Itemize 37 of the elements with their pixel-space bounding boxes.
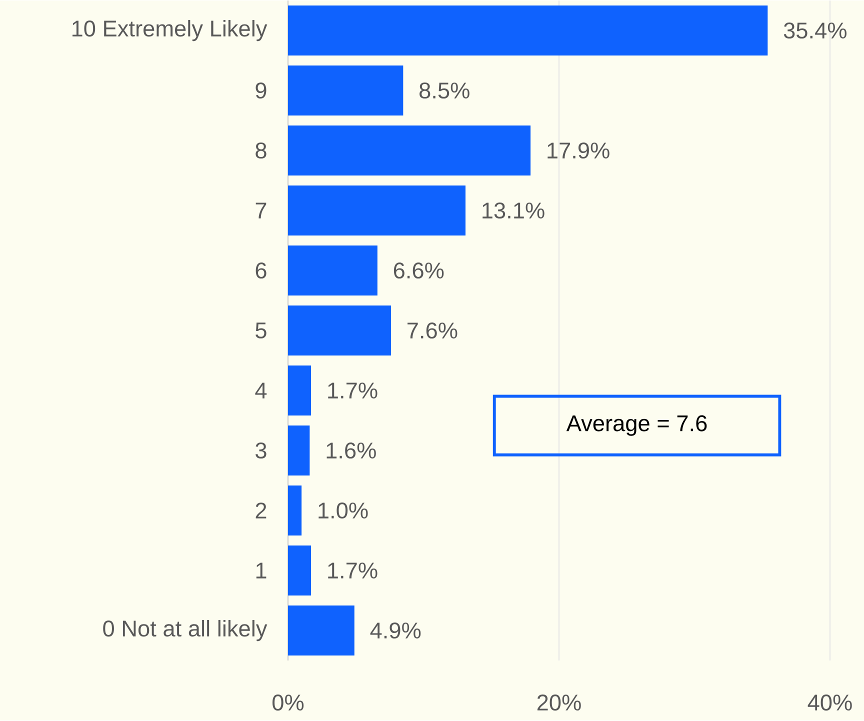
- bar: [288, 606, 354, 656]
- y-tick-label: 5: [256, 322, 266, 339]
- y-tick-label: 9: [256, 82, 266, 99]
- bar: [288, 306, 391, 356]
- data-label: 1.7%: [328, 382, 378, 399]
- y-tick-label: 0 Not at all likely: [103, 620, 268, 642]
- bar: [288, 246, 378, 296]
- y-tick-label: 7: [256, 202, 266, 219]
- data-label: 13.1%: [482, 202, 544, 219]
- data-label: 4.9%: [370, 622, 421, 639]
- data-label: 17.9%: [548, 142, 610, 159]
- y-tick-label: 1: [256, 562, 266, 579]
- y-tick-label: 4: [255, 382, 267, 399]
- bar: [288, 186, 466, 236]
- y-tick-label: 6: [256, 262, 266, 279]
- annotation: Average = 7.6: [566, 416, 707, 436]
- data-label: 1.0%: [318, 502, 368, 519]
- x-tick-label: 40%: [808, 694, 852, 711]
- y-tick-label: 10 Extremely Likely: [72, 20, 268, 42]
- y-tick-label: 8: [256, 142, 266, 159]
- bar: [288, 6, 768, 56]
- data-label: 1.6%: [326, 442, 376, 459]
- bar: [288, 426, 310, 476]
- bar: [288, 66, 404, 116]
- data-label: 8.5%: [420, 82, 470, 99]
- y-tick-label: 3: [256, 442, 266, 459]
- x-tick-label: 20%: [537, 694, 581, 711]
- bar: [288, 486, 302, 536]
- bar: [288, 546, 312, 596]
- data-label: 1.7%: [328, 562, 378, 579]
- y-tick-label: 2: [256, 502, 266, 519]
- data-label: 35.4%: [784, 22, 846, 39]
- data-label: 7.6%: [408, 322, 458, 339]
- data-label: 6.6%: [394, 262, 444, 279]
- x-tick-label: 0%: [272, 694, 304, 711]
- bar: [288, 126, 531, 176]
- bar: [288, 366, 312, 416]
